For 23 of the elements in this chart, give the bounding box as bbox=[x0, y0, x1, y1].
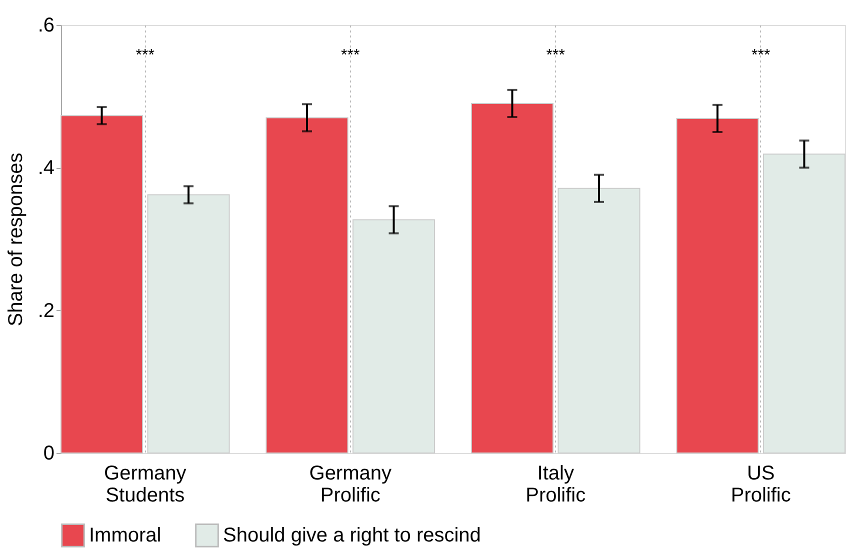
y-tick-label: .4 bbox=[38, 157, 54, 180]
y-tick-label: .2 bbox=[38, 300, 54, 322]
bar bbox=[266, 117, 348, 454]
bar bbox=[676, 118, 759, 454]
legend-label: Should give a right to rescind bbox=[223, 524, 481, 546]
y-tick-label: 0 bbox=[43, 442, 54, 464]
bar bbox=[558, 188, 640, 454]
bar bbox=[470, 102, 554, 454]
annotation: *** bbox=[546, 47, 565, 64]
x-tick-label: Italy Prolific bbox=[526, 462, 586, 506]
annotation: *** bbox=[136, 47, 154, 64]
bar bbox=[147, 194, 230, 454]
x-tick-label: US Prolific bbox=[730, 462, 791, 506]
x-tick-label: Germany Students bbox=[104, 462, 186, 506]
y-axis-title: Share of responses bbox=[4, 152, 27, 326]
x-tick-label: Germany Prolific bbox=[309, 462, 392, 506]
y-tick-label: .6 bbox=[38, 14, 54, 36]
annotation: *** bbox=[752, 47, 770, 64]
bar bbox=[352, 219, 436, 454]
annotation: *** bbox=[341, 47, 360, 64]
bar bbox=[60, 115, 144, 454]
bar bbox=[762, 154, 846, 454]
legend-label: Immoral bbox=[89, 524, 162, 546]
